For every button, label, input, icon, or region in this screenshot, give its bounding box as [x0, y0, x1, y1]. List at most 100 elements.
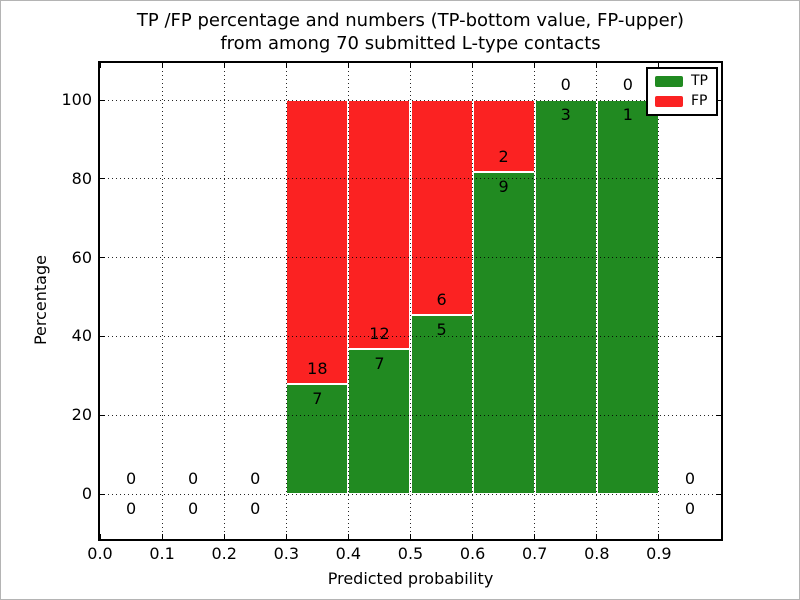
x-tickmark: [285, 63, 287, 68]
x-tickmark: [99, 63, 101, 68]
y-tick-label: 60: [71, 247, 92, 267]
bar-fp-segment: [348, 100, 411, 349]
fp-count-label: 0: [188, 469, 199, 489]
x-tickmark: [99, 534, 101, 539]
horizontal-gridline: [100, 178, 721, 180]
x-tickmark: [658, 63, 660, 68]
chart-title-line2: from among 70 submitted L-type contacts: [220, 33, 601, 54]
tp-count-label: 9: [498, 176, 509, 196]
fp-count-label: 0: [622, 75, 633, 95]
x-axis-label: Predicted probability: [327, 569, 494, 588]
legend-item-tp: TP: [655, 74, 708, 89]
bar-tp-segment: [410, 314, 473, 495]
y-tickmark: [716, 414, 721, 416]
horizontal-gridline: [100, 99, 721, 101]
y-tickmark: [716, 493, 721, 495]
x-tick-label: 0.4: [335, 544, 362, 563]
fp-count-label: 0: [125, 469, 137, 489]
y-tickmark: [716, 257, 721, 259]
x-tickmark: [596, 534, 598, 539]
horizontal-gridline: [100, 414, 721, 416]
y-tick-label: 20: [71, 405, 92, 425]
fp-count-label: 12: [369, 323, 390, 343]
plot-frame: 0 0 0 0 0 0 18 7 12 7 6 5 2 9 0 3 0 1 0 0: [98, 61, 723, 541]
plot-area: 0 0 0 0 0 0 18 7 12 7 6 5 2 9 0 3 0 1 0 0: [99, 63, 721, 539]
bar-tp-segment: [596, 100, 659, 495]
x-tick-label: 0.8: [584, 544, 610, 563]
vertical-gridline: [285, 63, 287, 539]
y-tickmark: [100, 335, 105, 337]
y-tickmark: [100, 257, 105, 259]
vertical-gridline: [161, 63, 163, 539]
x-tickmark: [534, 63, 536, 68]
bar-fp-segment: [410, 100, 473, 315]
y-axis-label: Percentage: [31, 255, 50, 346]
tp-count-label: 7: [312, 388, 323, 408]
horizontal-gridline: [100, 493, 721, 495]
y-tickmark: [100, 414, 105, 416]
bar-tp-segment: [286, 383, 349, 495]
tp-count-label: 0: [188, 499, 199, 519]
y-tick-label: 80: [71, 168, 92, 188]
x-tickmark: [472, 534, 474, 539]
bar-tp-segment: [348, 348, 411, 495]
x-tickmark: [596, 63, 598, 68]
y-tickmark: [100, 99, 105, 101]
vertical-gridline: [223, 63, 225, 539]
legend: TP FP: [646, 67, 718, 116]
x-tickmark: [410, 534, 411, 539]
x-tickmark: [285, 534, 287, 539]
vertical-gridline: [347, 63, 349, 539]
x-tick-label: 0.6: [459, 544, 486, 563]
x-tickmark: [223, 63, 225, 68]
vertical-gridline: [596, 63, 598, 539]
x-tick-label: 0.2: [211, 544, 237, 563]
fp-count-label: 0: [560, 75, 571, 95]
tp-count-label: 5: [436, 319, 447, 339]
vertical-gridline: [658, 63, 660, 539]
fp-count-label: 0: [684, 469, 696, 489]
x-tickmark: [658, 534, 660, 539]
x-tickmark: [223, 534, 225, 539]
x-tick-label: 0.3: [273, 544, 300, 563]
fp-count-label: 6: [436, 289, 447, 309]
x-tickmark: [347, 63, 349, 68]
bar-fp-segment: [472, 100, 535, 172]
x-tickmark: [161, 63, 163, 68]
x-tickmark: [534, 534, 536, 539]
tp-count-label: 0: [684, 499, 696, 519]
fp-count-label: 0: [250, 469, 261, 489]
fp-color-swatch: [655, 96, 683, 107]
y-tick-label: 100: [61, 90, 92, 110]
chart-title-line1: TP /FP percentage and numbers (TP-bottom…: [136, 10, 685, 31]
legend-label-fp: FP: [691, 93, 708, 109]
vertical-gridline: [472, 63, 474, 539]
tp-count-label: 3: [560, 105, 571, 125]
fp-count-label: 18: [307, 358, 328, 378]
x-tick-label: 0.1: [149, 544, 175, 563]
bar-tp-segment: [472, 171, 535, 495]
tp-count-label: 7: [374, 353, 385, 373]
x-tick-label: 0.0: [87, 544, 113, 563]
tp-count-label: 0: [250, 499, 261, 519]
bar-tp-segment: [534, 100, 597, 495]
vertical-gridline: [410, 63, 411, 539]
y-tickmark: [716, 99, 721, 101]
x-tick-label: 0.7: [521, 544, 548, 563]
vertical-gridline: [534, 63, 536, 539]
y-tickmark: [100, 178, 105, 180]
chart-title: TP /FP percentage and numbers (TP-bottom…: [100, 9, 721, 55]
bar-fp-segment: [286, 100, 349, 384]
y-tick-label: 40: [71, 326, 92, 346]
tp-count-label: 0: [125, 499, 137, 519]
y-tickmark: [100, 493, 105, 495]
y-tickmark: [716, 335, 721, 337]
tp-color-swatch: [655, 76, 683, 87]
fp-count-label: 2: [498, 146, 509, 166]
legend-item-fp: FP: [655, 94, 708, 109]
legend-label-tp: TP: [691, 73, 708, 89]
y-tick-label: 0: [81, 484, 92, 504]
y-tickmark: [716, 178, 721, 180]
x-tickmark: [347, 534, 349, 539]
